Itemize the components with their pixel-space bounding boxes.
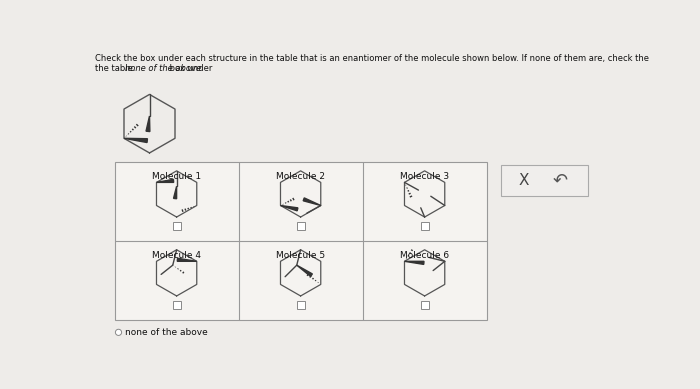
Text: Molecule 3: Molecule 3 [400,172,449,181]
Text: Molecule 6: Molecule 6 [400,251,449,260]
Polygon shape [405,261,424,265]
Circle shape [116,329,122,335]
Polygon shape [174,186,176,199]
Polygon shape [177,258,197,261]
Text: Molecule 2: Molecule 2 [276,172,325,181]
Bar [421,301,428,309]
Bar [421,223,428,230]
Polygon shape [303,198,321,205]
Polygon shape [157,179,174,182]
Polygon shape [146,116,150,131]
Bar [297,223,304,230]
Text: Molecule 1: Molecule 1 [152,172,201,181]
Polygon shape [124,138,148,142]
Text: the table.: the table. [95,64,136,73]
Bar [297,301,304,309]
Text: Molecule 5: Molecule 5 [276,251,326,260]
Text: Check the box under each structure in the table that is an enantiomer of the mol: Check the box under each structure in th… [95,54,650,63]
Bar [115,162,486,320]
Bar [173,301,181,309]
FancyBboxPatch shape [501,165,588,196]
Text: none of the above: none of the above [125,64,201,73]
Text: Molecule 4: Molecule 4 [152,251,201,260]
Text: box under: box under [167,64,212,73]
Polygon shape [281,205,298,211]
Bar [173,223,181,230]
Polygon shape [297,265,312,277]
Text: ↶: ↶ [553,172,568,190]
Text: X: X [519,173,529,188]
Text: none of the above: none of the above [125,328,207,337]
